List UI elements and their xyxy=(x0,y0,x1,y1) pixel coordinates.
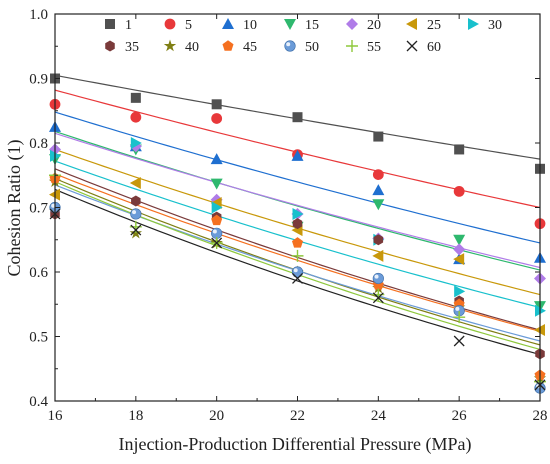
legend-marker-50 xyxy=(284,40,296,52)
x-tick-label: 24 xyxy=(371,408,387,424)
marker-highlight xyxy=(212,229,217,234)
data-point-series-25 xyxy=(453,253,465,266)
data-point-series-5 xyxy=(130,111,142,123)
data-point-series-45 xyxy=(291,237,304,248)
marker-highlight xyxy=(293,268,298,273)
x-tick-label: 28 xyxy=(533,408,548,424)
plot-area xyxy=(55,14,540,401)
legend-marker-35 xyxy=(105,40,115,52)
marker-highlight xyxy=(132,210,137,215)
data-point-series-1 xyxy=(292,112,303,123)
data-point-series-5 xyxy=(453,185,465,197)
data-point-series-50 xyxy=(130,208,142,220)
legend-label-15: 15 xyxy=(305,18,319,33)
legend-label-1: 1 xyxy=(125,18,132,33)
axes: 16 18 20 22 24 26 28 0.4 0.5 0.6 0.7 0.8 0.9 1.0 xyxy=(29,7,547,424)
legend-label-50: 50 xyxy=(305,40,319,55)
legend-label-5: 5 xyxy=(185,18,192,33)
data-point-series-55 xyxy=(291,249,304,262)
x-tick-label: 20 xyxy=(209,408,224,424)
data-point-series-5 xyxy=(372,169,384,181)
data-point-series-60 xyxy=(372,292,384,304)
data-point-series-15 xyxy=(210,178,223,190)
data-point-series-60 xyxy=(211,237,223,249)
fit-curve-10 xyxy=(54,111,541,244)
data-point-series-60 xyxy=(453,335,465,347)
data-point-series-1 xyxy=(130,92,141,103)
data-point-series-15 xyxy=(453,234,466,246)
legend-label-55: 55 xyxy=(367,40,381,55)
data-point-series-25 xyxy=(372,249,384,262)
x-tick-label: 16 xyxy=(48,408,64,424)
legend-label-60: 60 xyxy=(427,40,441,55)
data-point-series-60 xyxy=(292,272,303,284)
x-tick-label: 22 xyxy=(290,408,305,424)
legend-marker-60 xyxy=(406,40,418,52)
legend-marker-20 xyxy=(346,18,358,30)
data-point-series-50 xyxy=(372,272,384,285)
marker-highlight xyxy=(286,42,291,47)
y-tick-label: 0.5 xyxy=(29,330,48,346)
marker-highlight xyxy=(51,203,56,208)
x-axis-title: Injection-Production Differential Pressu… xyxy=(118,434,471,455)
data-point-series-10 xyxy=(210,153,223,165)
x-tick-label: 18 xyxy=(128,408,143,424)
marker-highlight xyxy=(374,274,379,279)
y-tick-label: 0.8 xyxy=(29,136,48,152)
data-point-series-50 xyxy=(291,266,304,278)
legend-label-35: 35 xyxy=(125,40,139,55)
legend-label-45: 45 xyxy=(243,40,257,55)
legend-marker-40 xyxy=(163,39,177,52)
data-point-series-60 xyxy=(130,224,142,236)
data-point-series-55 xyxy=(453,311,466,324)
y-tick-label: 1.0 xyxy=(29,7,48,23)
legend-marker-5 xyxy=(164,18,176,30)
legend-marker-30 xyxy=(468,18,479,30)
plot-background xyxy=(55,14,540,401)
data-point-series-30 xyxy=(454,285,466,298)
data-point-series-30 xyxy=(130,137,142,149)
y-tick-label: 0.7 xyxy=(29,201,48,217)
y-axis-title: Cohesion Ratio (1) xyxy=(4,140,25,277)
legend-label-40: 40 xyxy=(185,40,199,55)
data-point-series-15 xyxy=(372,199,385,211)
legend-label-10: 10 xyxy=(243,18,257,33)
data-point-series-30 xyxy=(292,207,304,220)
data-point-series-5 xyxy=(211,113,223,124)
data-point-series-25 xyxy=(129,176,141,189)
y-tick-label: 0.6 xyxy=(29,265,48,281)
data-point-series-35 xyxy=(373,234,384,246)
y-tick-label: 0.4 xyxy=(29,394,48,410)
data-point-series-1 xyxy=(454,144,465,155)
legend-marker-1 xyxy=(105,19,115,29)
data-point-series-45 xyxy=(211,214,223,226)
data-point-series-35 xyxy=(292,218,303,230)
legend-marker-55 xyxy=(346,40,358,52)
data-point-series-1 xyxy=(373,131,384,142)
legend-marker-45 xyxy=(222,40,234,51)
marker-highlight xyxy=(455,306,460,311)
data-point-series-10 xyxy=(372,184,385,196)
x-tick-label: 26 xyxy=(452,408,468,424)
data-point-series-1 xyxy=(211,99,222,110)
data-point-series-30 xyxy=(211,201,223,214)
legend-marker-25 xyxy=(406,18,417,30)
data-point-series-10 xyxy=(291,149,304,161)
data-markers xyxy=(48,73,547,394)
legend-label-30: 30 xyxy=(488,18,502,33)
data-point-series-35 xyxy=(131,195,141,207)
legend-label-25: 25 xyxy=(427,18,441,33)
legend-marker-15 xyxy=(284,19,296,30)
legend-label-20: 20 xyxy=(367,18,381,33)
legend-marker-10 xyxy=(222,18,234,29)
y-tick-label: 0.9 xyxy=(29,72,48,88)
data-point-series-20 xyxy=(453,243,466,256)
